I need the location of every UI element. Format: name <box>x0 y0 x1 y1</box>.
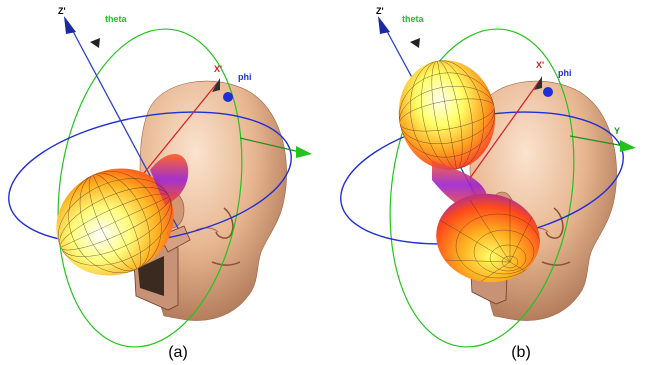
theta-label: theta <box>105 14 127 24</box>
y-axis-arrowhead <box>620 140 636 152</box>
head-model <box>133 80 287 321</box>
x-axis-label: X' <box>536 60 544 70</box>
theta-marker-icon <box>410 38 420 48</box>
panel-b: Z' theta X' phi Y (b) <box>340 6 636 361</box>
phi-label: phi <box>238 72 252 82</box>
y-axis <box>239 137 301 153</box>
z-axis-label: Z' <box>58 6 66 16</box>
z-axis-label: Z' <box>376 6 384 16</box>
z-axis-arrowhead <box>64 16 76 34</box>
x-axis-arrowhead <box>212 78 220 92</box>
x-axis-label: X' <box>214 64 222 74</box>
radiation-lobe <box>56 153 189 276</box>
x-axis-arrowhead <box>534 76 542 90</box>
panel-a-label: (a) <box>168 344 188 361</box>
phi-label: phi <box>558 68 572 78</box>
theta-marker-icon <box>90 38 100 48</box>
theta-ring <box>389 28 575 348</box>
radiation-lobe-upper <box>398 60 496 170</box>
y-axis-label: Y <box>614 126 620 136</box>
theta-label: theta <box>402 14 424 24</box>
panel-b-label: (b) <box>511 344 531 361</box>
panel-a: Z' theta X' phi (a) <box>8 6 312 361</box>
phi-marker-icon <box>223 92 233 102</box>
phi-marker-icon <box>543 87 553 97</box>
y-axis <box>569 135 625 147</box>
x-axis <box>469 79 541 179</box>
theta-ring <box>57 28 243 348</box>
y-axis-arrowhead <box>296 146 312 158</box>
z-axis-arrowhead <box>378 16 390 34</box>
x-axis <box>139 81 219 179</box>
